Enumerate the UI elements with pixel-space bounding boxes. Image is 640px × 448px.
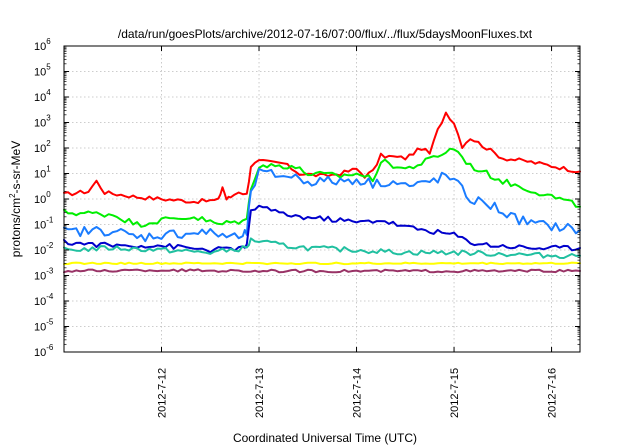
y-tick-base: 10 bbox=[34, 220, 46, 232]
y-tick-exponent: -3 bbox=[46, 267, 54, 276]
y-tick-exponent: -4 bbox=[46, 292, 54, 301]
y-axis-label-prefix: protons/cm bbox=[9, 198, 23, 257]
y-tick-exponent: 4 bbox=[46, 88, 51, 97]
y-tick-label: 10-5 bbox=[34, 318, 54, 334]
y-tick-label: 103 bbox=[34, 114, 51, 130]
y-tick-base: 10 bbox=[34, 194, 46, 206]
y-tick-label: 100 bbox=[34, 190, 51, 206]
y-tick-label: 10-2 bbox=[34, 241, 54, 257]
y-tick-exponent: 5 bbox=[46, 63, 51, 72]
y-tick-base: 10 bbox=[34, 118, 46, 130]
y-tick-base: 10 bbox=[34, 322, 46, 334]
y-tick-label: 10-6 bbox=[34, 343, 54, 359]
y-tick-label: 105 bbox=[34, 63, 51, 79]
y-tick-base: 10 bbox=[34, 347, 46, 359]
y-tick-exponent: 0 bbox=[46, 190, 51, 199]
y-axis-label: protons/cm2-s-sr-MeV bbox=[8, 141, 23, 257]
y-axis-label-superscript: 2 bbox=[8, 193, 17, 198]
series-line-7 bbox=[63, 268, 581, 274]
y-tick-base: 10 bbox=[34, 41, 46, 53]
series-line-4 bbox=[63, 204, 581, 254]
series-group bbox=[63, 111, 581, 274]
series-line-1 bbox=[63, 111, 581, 205]
series-line-6 bbox=[63, 261, 581, 266]
y-tick-exponent: -1 bbox=[46, 216, 54, 225]
x-tick-label: 2012-7-12 bbox=[157, 368, 169, 418]
y-tick-label: 10-1 bbox=[34, 216, 54, 232]
y-tick-exponent: -2 bbox=[46, 241, 54, 250]
x-axis-label: Coordinated Universal Time (UTC) bbox=[233, 431, 417, 445]
y-tick-label: 10-3 bbox=[34, 267, 54, 283]
x-tick-label: 2012-7-14 bbox=[352, 368, 364, 418]
y-tick-base: 10 bbox=[34, 245, 46, 257]
y-tick-exponent: 3 bbox=[46, 114, 51, 123]
series-line-2 bbox=[63, 147, 581, 228]
y-axis-label-suffix: -s-sr-MeV bbox=[9, 141, 23, 194]
y-axis-ticks: 10-610-510-410-310-210-11001011021031041… bbox=[34, 37, 580, 359]
series-line-3 bbox=[63, 168, 581, 243]
chart-title: /data/run/goesPlots/archive/2012-07-16/0… bbox=[118, 27, 533, 41]
y-tick-base: 10 bbox=[34, 296, 46, 308]
x-tick-label: 2012-7-16 bbox=[547, 368, 559, 418]
y-tick-label: 10-4 bbox=[34, 292, 54, 308]
x-axis-ticks: 2012-7-12 2012-7-13 2012-7-14 2012-7-15 2012… bbox=[157, 46, 559, 418]
y-tick-exponent: -5 bbox=[46, 318, 54, 327]
x-tick-label: 2012-7-13 bbox=[254, 368, 266, 418]
series-line-5 bbox=[63, 237, 581, 259]
y-tick-base: 10 bbox=[34, 67, 46, 79]
y-tick-label: 106 bbox=[34, 37, 51, 53]
y-tick-exponent: 6 bbox=[46, 37, 51, 46]
y-tick-label: 101 bbox=[34, 165, 51, 181]
y-tick-label: 104 bbox=[34, 88, 51, 104]
y-tick-exponent: -6 bbox=[46, 343, 54, 352]
y-tick-exponent: 2 bbox=[46, 139, 51, 148]
y-tick-base: 10 bbox=[34, 143, 46, 155]
y-tick-label: 102 bbox=[34, 139, 51, 155]
y-tick-exponent: 1 bbox=[46, 165, 51, 174]
y-tick-base: 10 bbox=[34, 92, 46, 104]
x-tick-label: 2012-7-15 bbox=[449, 368, 461, 418]
y-tick-base: 10 bbox=[34, 169, 46, 181]
y-tick-base: 10 bbox=[34, 271, 46, 283]
